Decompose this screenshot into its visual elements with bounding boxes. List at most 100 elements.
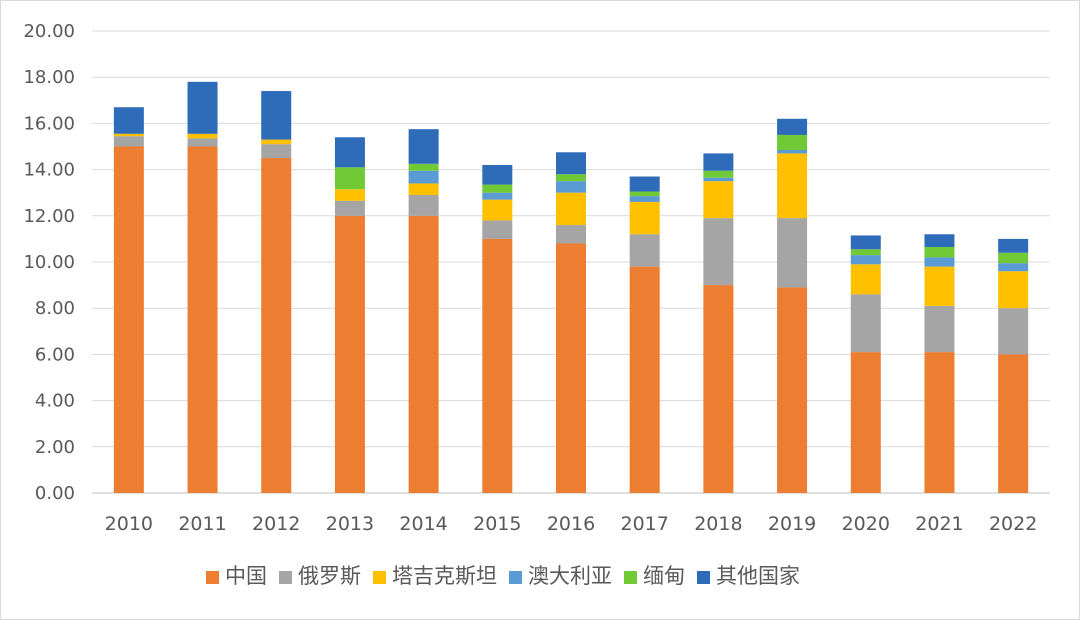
bar-stack-2016 <box>556 152 586 493</box>
bar-segment <box>924 352 955 493</box>
bar-segment <box>703 170 734 178</box>
bar-segment <box>261 139 292 145</box>
x-tick-label: 2011 <box>178 513 226 535</box>
y-tick-label: 8.00 <box>35 298 75 319</box>
bar-segment <box>408 183 439 196</box>
bar-segment <box>629 176 660 192</box>
bar-segment <box>777 218 808 288</box>
gridlines <box>92 30 1050 494</box>
bar-segment <box>187 81 218 134</box>
bar-segment <box>629 201 660 235</box>
legend-item: 缅甸 <box>624 564 685 588</box>
bar-segment <box>408 163 439 171</box>
bar-segment <box>187 138 218 147</box>
bar-segment <box>777 149 808 154</box>
legend-label: 俄罗斯 <box>298 564 361 588</box>
legend-label: 其他国家 <box>716 564 800 588</box>
bar-segment <box>777 134 808 150</box>
bar-segment <box>850 255 881 265</box>
bar-segment <box>998 252 1029 264</box>
bar-segment <box>777 153 808 219</box>
bar-stacks <box>113 81 1029 494</box>
legend-item: 中国 <box>206 564 267 588</box>
x-tick-label: 2013 <box>326 513 374 535</box>
bar-segment <box>850 294 881 353</box>
bar-stack-2013 <box>334 137 365 494</box>
bar-segment <box>113 133 144 137</box>
bar-segment <box>556 225 586 244</box>
x-tick-label: 2021 <box>915 513 963 535</box>
x-tick-label: 2019 <box>768 513 816 535</box>
bar-stack-2021 <box>924 234 955 493</box>
legend-swatch <box>509 571 522 584</box>
y-tick-label: 10.00 <box>23 252 75 273</box>
bar-segment <box>777 118 808 135</box>
bar-segment <box>998 271 1029 309</box>
bar-segment <box>334 215 365 494</box>
y-tick-label: 14.00 <box>23 160 75 181</box>
legend-label: 中国 <box>225 564 267 588</box>
bar-segment <box>556 181 586 193</box>
legend-swatch <box>373 571 386 584</box>
bar-segment <box>629 191 660 197</box>
bar-stack-2020 <box>850 235 881 493</box>
x-tick-label: 2014 <box>399 513 447 535</box>
legend-item: 塔吉克斯坦 <box>373 564 497 588</box>
legend-swatch <box>697 571 710 584</box>
legend-swatch <box>206 571 219 584</box>
bar-stack-2012 <box>261 91 292 494</box>
bar-stack-2017 <box>629 176 660 493</box>
bar-segment <box>556 192 586 226</box>
legend: 中国 俄罗斯 塔吉克斯坦 澳大利亚 缅甸 其他国家 <box>206 564 800 588</box>
bar-stack-2022 <box>998 238 1029 493</box>
legend-swatch <box>624 571 637 584</box>
bar-segment <box>261 91 292 140</box>
bar-segment <box>703 218 734 286</box>
legend-item: 俄罗斯 <box>279 564 361 588</box>
y-tick-label: 2.00 <box>35 437 75 458</box>
x-tick-label: 2010 <box>105 513 153 535</box>
y-tick-label: 0.00 <box>35 483 75 504</box>
legend-label: 塔吉克斯坦 <box>392 564 497 588</box>
bar-segment <box>629 234 660 267</box>
bar-segment <box>924 246 955 258</box>
legend-swatch <box>279 571 292 584</box>
bar-segment <box>334 189 365 201</box>
bar-segment <box>482 238 513 493</box>
bar-segment <box>777 287 808 493</box>
bar-stack-2010 <box>113 107 144 493</box>
y-tick-label: 12.00 <box>23 206 75 227</box>
x-tick-label: 2018 <box>694 513 742 535</box>
legend-item: 其他国家 <box>697 564 800 588</box>
bar-stack-2019 <box>777 118 808 493</box>
x-tick-label: 2017 <box>621 513 669 535</box>
bar-segment <box>703 285 734 493</box>
bar-segment <box>998 354 1029 493</box>
y-tick-label: 20.00 <box>23 21 75 42</box>
bar-segment <box>408 195 439 216</box>
bar-segment <box>482 220 513 239</box>
bar-segment <box>998 238 1029 253</box>
x-tick-label: 2015 <box>473 513 521 535</box>
legend-label: 澳大利亚 <box>528 564 612 588</box>
y-tick-label: 16.00 <box>23 113 75 134</box>
x-tick-label: 2016 <box>547 513 595 535</box>
bar-segment <box>334 137 365 168</box>
bar-segment <box>703 153 734 171</box>
x-tick-label: 2022 <box>989 513 1037 535</box>
x-tick-label: 2012 <box>252 513 300 535</box>
bar-segment <box>924 266 955 306</box>
bar-segment <box>113 146 144 493</box>
bar-segment <box>113 107 144 134</box>
bar-stack-2015 <box>482 164 513 493</box>
bar-segment <box>556 174 586 182</box>
x-axis-tick-labels: 2010 2011 2012 2013 2014 2015 2016 2017 2018 2019… <box>105 513 1038 535</box>
y-axis-tick-labels: 0.00 2.00 4.00 6.00 8.00 10.00 12.00 14.00 16.00… <box>23 21 75 504</box>
bar-stack-2014 <box>408 129 439 494</box>
bar-segment <box>850 264 881 295</box>
bar-segment <box>629 266 660 493</box>
bar-segment <box>113 136 144 147</box>
bar-stack-2018 <box>703 153 734 493</box>
